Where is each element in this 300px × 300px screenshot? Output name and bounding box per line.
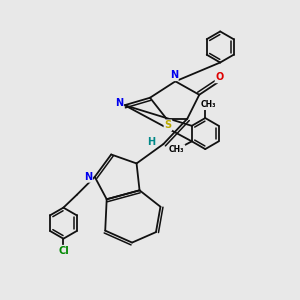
Text: O: O [215, 72, 224, 82]
Text: Cl: Cl [58, 246, 69, 256]
Text: H: H [147, 136, 155, 147]
Text: N: N [170, 70, 178, 80]
Text: N: N [84, 172, 92, 182]
Text: N: N [115, 98, 123, 108]
Text: S: S [164, 120, 172, 130]
Text: CH₃: CH₃ [169, 145, 184, 154]
Text: CH₃: CH₃ [201, 100, 217, 109]
